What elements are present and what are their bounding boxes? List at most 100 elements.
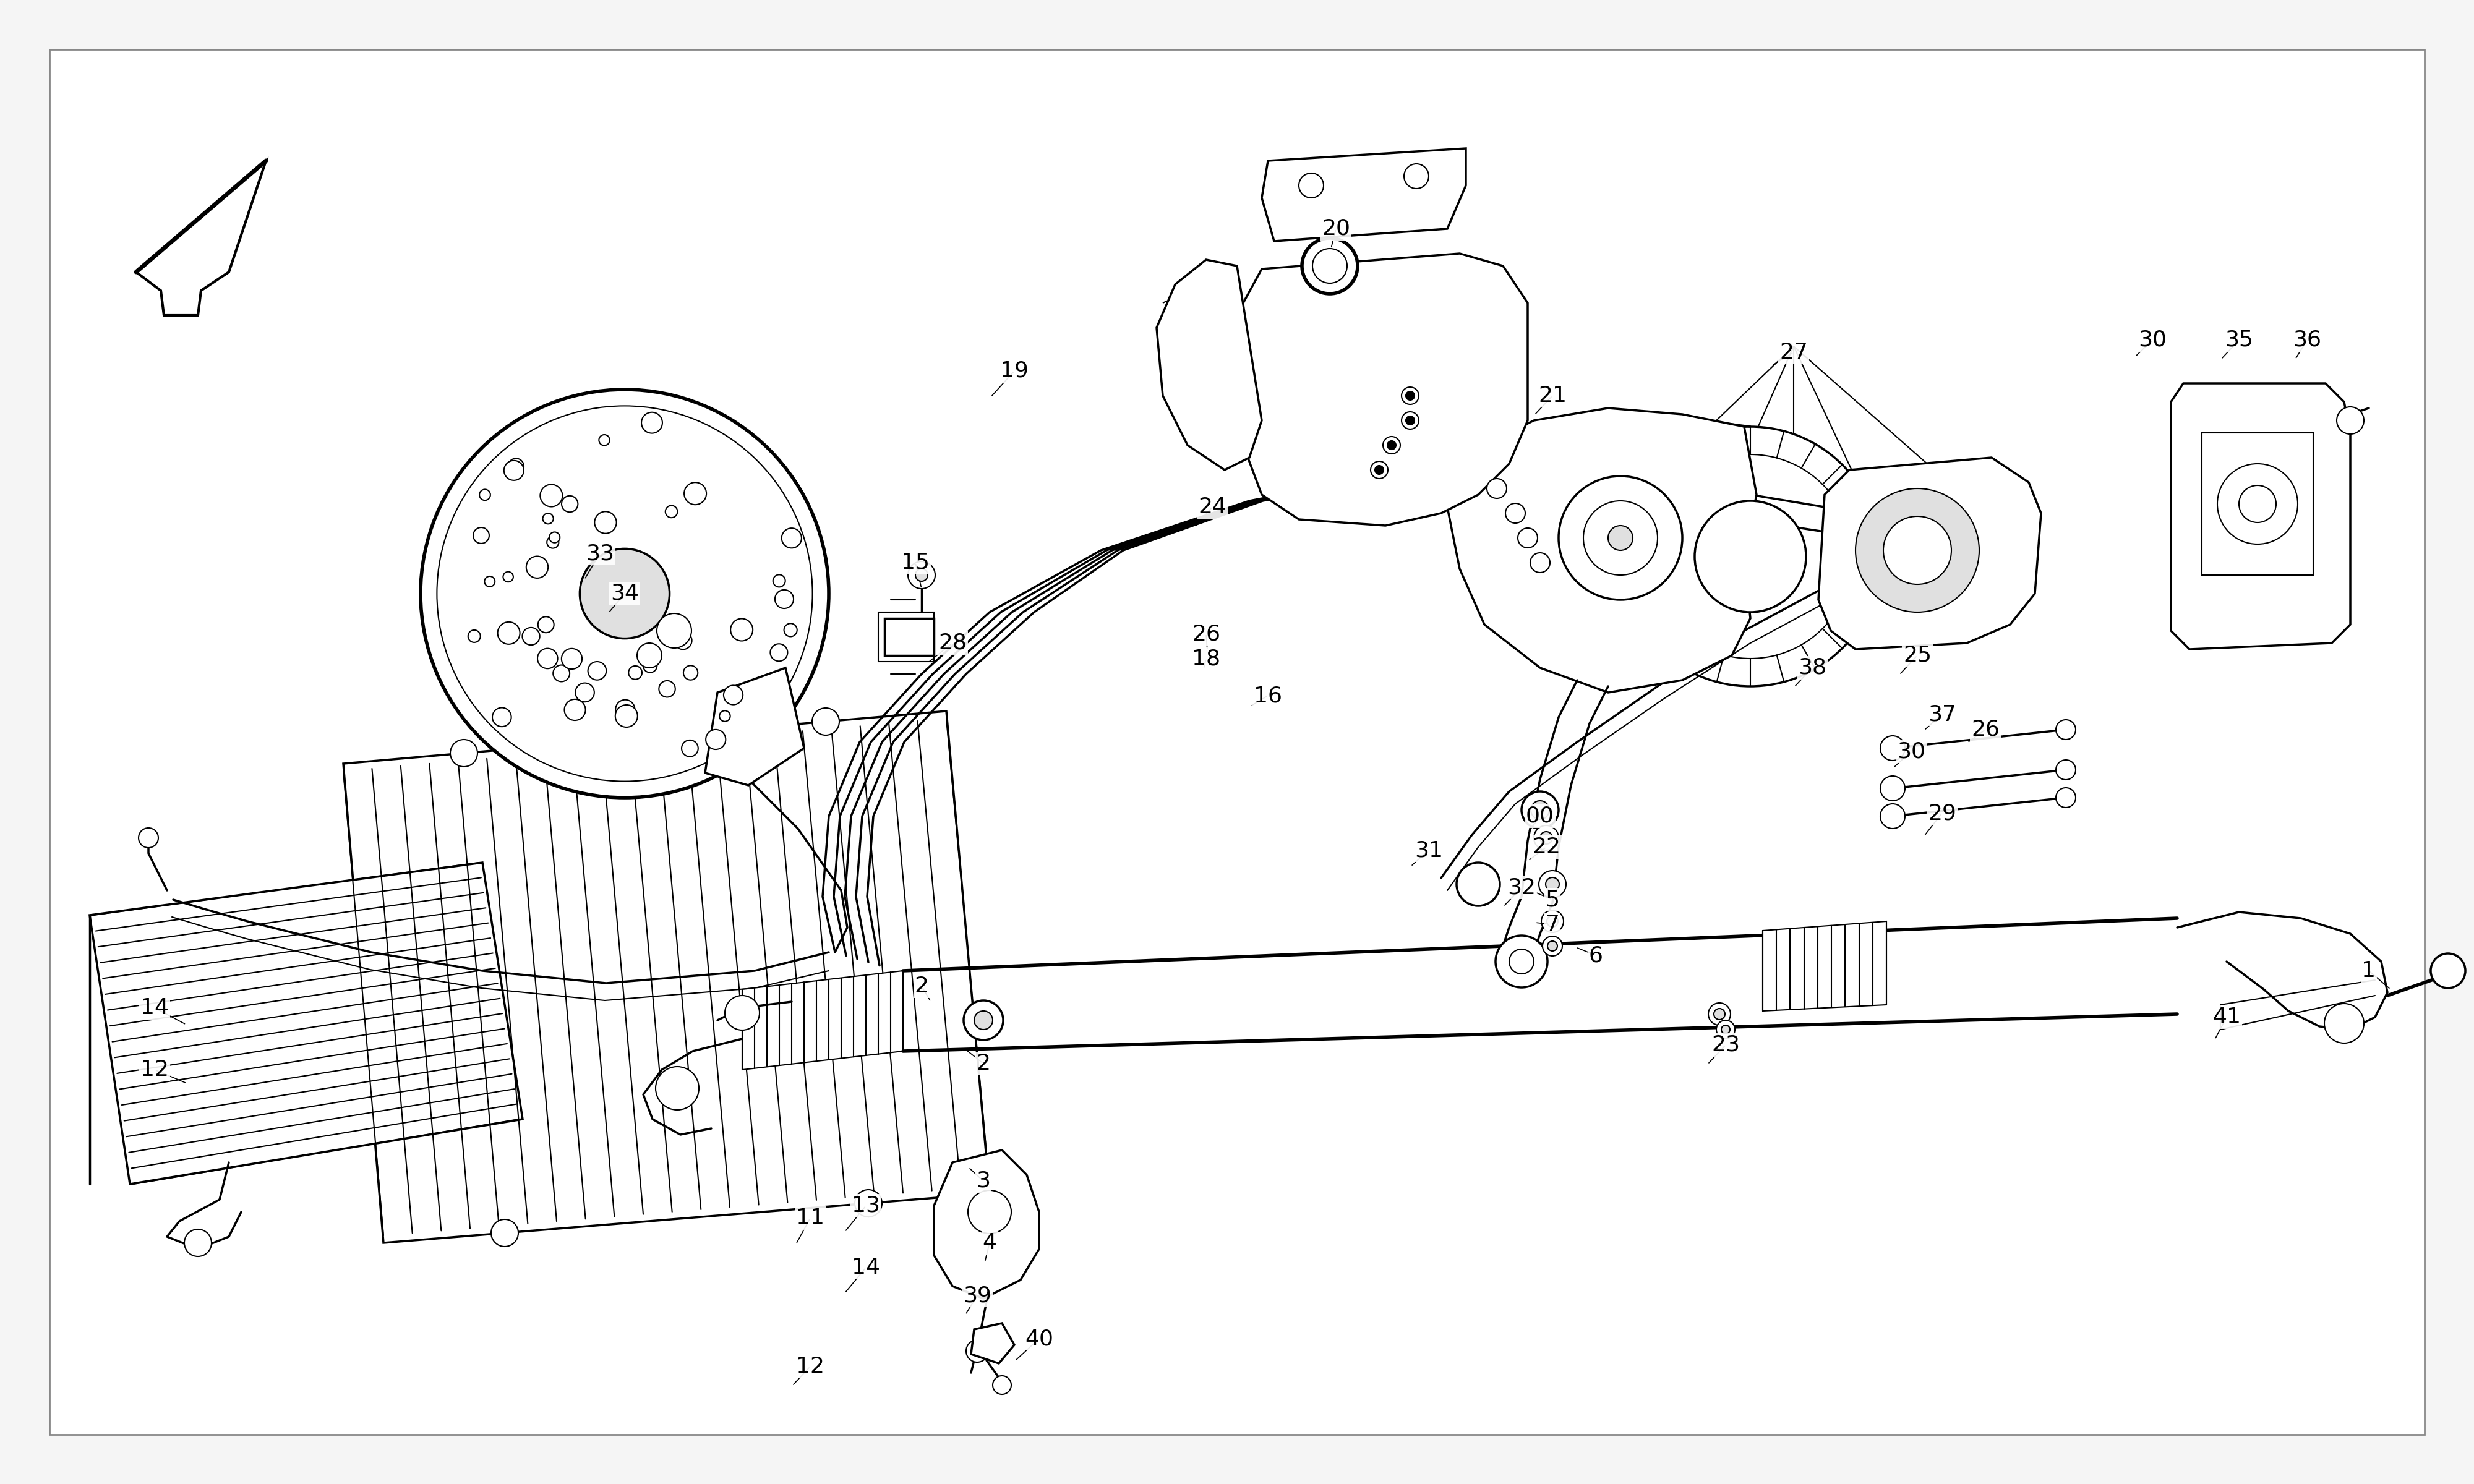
- Circle shape: [1494, 935, 1549, 987]
- Circle shape: [811, 708, 839, 735]
- Circle shape: [450, 739, 477, 767]
- Text: 24: 24: [1197, 497, 1227, 518]
- Text: 39: 39: [962, 1285, 992, 1306]
- Circle shape: [1534, 825, 1559, 850]
- Circle shape: [1714, 1009, 1724, 1020]
- Circle shape: [1388, 441, 1395, 450]
- Polygon shape: [344, 711, 990, 1244]
- Text: 32: 32: [1507, 877, 1536, 898]
- Circle shape: [1559, 476, 1682, 600]
- Text: 29: 29: [1927, 803, 1957, 824]
- Circle shape: [2056, 720, 2076, 739]
- Circle shape: [1400, 387, 1420, 404]
- Text: 5: 5: [1546, 889, 1559, 910]
- Text: 38: 38: [1799, 657, 1826, 678]
- Text: 2: 2: [977, 1054, 990, 1074]
- Text: 30: 30: [1898, 741, 1925, 761]
- Circle shape: [1880, 776, 1905, 801]
- Circle shape: [1546, 877, 1559, 890]
- Circle shape: [527, 556, 549, 579]
- Text: 16: 16: [1254, 686, 1282, 706]
- Text: 12: 12: [797, 1356, 824, 1377]
- Text: 12: 12: [141, 1060, 168, 1080]
- Circle shape: [705, 730, 725, 749]
- Polygon shape: [970, 1324, 1014, 1364]
- Circle shape: [730, 619, 752, 641]
- Text: 00: 00: [1526, 806, 1554, 827]
- Circle shape: [1880, 736, 1905, 760]
- Circle shape: [1311, 248, 1346, 283]
- Circle shape: [502, 571, 512, 582]
- Circle shape: [1457, 862, 1499, 905]
- Circle shape: [2056, 760, 2076, 779]
- Text: 2: 2: [915, 976, 928, 997]
- Circle shape: [774, 589, 794, 608]
- Polygon shape: [935, 1150, 1039, 1298]
- Circle shape: [616, 705, 638, 727]
- Circle shape: [772, 574, 784, 588]
- Polygon shape: [1761, 922, 1888, 1011]
- Circle shape: [784, 623, 797, 637]
- Circle shape: [505, 460, 524, 481]
- Circle shape: [683, 741, 698, 757]
- Circle shape: [522, 628, 539, 646]
- Circle shape: [641, 413, 663, 433]
- Text: 35: 35: [2224, 329, 2254, 350]
- Circle shape: [1487, 478, 1507, 499]
- Circle shape: [1400, 411, 1420, 429]
- Circle shape: [562, 649, 581, 669]
- Bar: [878, 611, 935, 662]
- Circle shape: [628, 666, 643, 680]
- Circle shape: [537, 617, 554, 632]
- Circle shape: [915, 568, 928, 582]
- Circle shape: [473, 527, 490, 543]
- Circle shape: [683, 665, 698, 680]
- Circle shape: [658, 681, 675, 697]
- Polygon shape: [136, 160, 267, 315]
- Text: 7: 7: [1546, 914, 1559, 935]
- Text: 31: 31: [1415, 840, 1442, 861]
- Text: 14: 14: [141, 997, 168, 1018]
- Circle shape: [965, 1000, 1004, 1040]
- Circle shape: [594, 512, 616, 533]
- Circle shape: [992, 1376, 1012, 1395]
- Text: 20: 20: [1321, 218, 1351, 239]
- Circle shape: [421, 389, 829, 798]
- Circle shape: [856, 1190, 881, 1217]
- Circle shape: [1519, 528, 1539, 548]
- Polygon shape: [1818, 457, 2041, 650]
- Polygon shape: [465, 519, 772, 785]
- Circle shape: [497, 622, 520, 644]
- Bar: [2202, 433, 2313, 574]
- Text: 4: 4: [982, 1232, 997, 1254]
- Circle shape: [1529, 552, 1549, 573]
- Circle shape: [468, 631, 480, 643]
- Circle shape: [564, 699, 586, 720]
- Text: 21: 21: [1539, 386, 1566, 407]
- Circle shape: [769, 644, 787, 662]
- Polygon shape: [2172, 383, 2350, 650]
- Text: 33: 33: [586, 543, 614, 564]
- Circle shape: [722, 686, 742, 705]
- Circle shape: [1371, 462, 1388, 478]
- Text: 26: 26: [1192, 623, 1220, 644]
- Circle shape: [638, 643, 663, 668]
- Circle shape: [1620, 427, 1880, 686]
- Circle shape: [2429, 953, 2464, 988]
- Circle shape: [658, 613, 693, 649]
- Text: 22: 22: [1531, 837, 1561, 858]
- Circle shape: [576, 683, 594, 702]
- Polygon shape: [1237, 254, 1529, 525]
- Bar: [886, 619, 935, 656]
- Circle shape: [1695, 500, 1806, 611]
- Circle shape: [616, 700, 636, 720]
- Text: 36: 36: [2293, 329, 2321, 350]
- Polygon shape: [742, 971, 903, 1070]
- Polygon shape: [1257, 272, 1472, 513]
- Circle shape: [1509, 950, 1534, 974]
- Circle shape: [685, 482, 708, 505]
- Circle shape: [1301, 237, 1358, 294]
- Text: 41: 41: [2212, 1006, 2241, 1027]
- Circle shape: [1546, 916, 1559, 927]
- Circle shape: [1707, 1003, 1732, 1025]
